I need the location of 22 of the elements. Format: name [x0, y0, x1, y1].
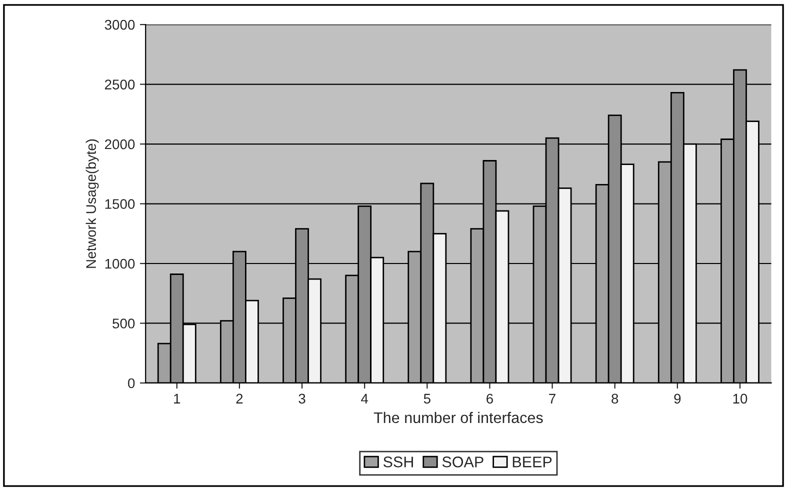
legend-label: SSH: [383, 456, 413, 468]
x-tick-label: 7: [549, 394, 556, 404]
y-tick-label: 500: [112, 318, 135, 328]
y-tick-label: 2500: [104, 80, 135, 90]
x-tick-label: 2: [236, 394, 243, 404]
y-tick-label: 2000: [104, 139, 135, 150]
x-tick-label: 1: [174, 394, 180, 404]
x-tick-label: 10: [733, 394, 748, 404]
x-tick-label: 5: [424, 394, 430, 404]
x-tick-label: 9: [674, 394, 681, 404]
x-tick-label: 4: [361, 394, 368, 404]
y-tick-label: 1000: [105, 258, 135, 269]
legend-label: SOAP: [442, 456, 484, 468]
y-tick-label: 1500: [105, 199, 135, 209]
y-tick-label: 0: [128, 378, 135, 388]
x-axis-title: The number of interfaces: [374, 412, 543, 424]
x-tick-label: 6: [486, 394, 493, 404]
legend-label: BEEP: [512, 456, 552, 468]
x-tick-label: 3: [298, 394, 306, 404]
x-tick-label: 8: [612, 394, 618, 404]
y-axis-title: Network Usage(byte): [86, 139, 99, 268]
y-tick-label: 3000: [104, 20, 135, 30]
